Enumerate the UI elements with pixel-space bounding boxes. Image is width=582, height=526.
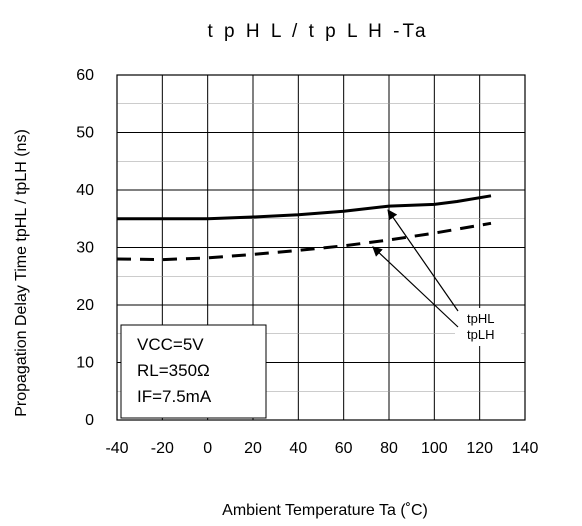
- x-tick-label: 100: [421, 440, 448, 457]
- y-axis-label: Propagation Delay Time tpHL / tpLH (ns): [13, 129, 30, 417]
- legend-label-tpHL: tpHL: [467, 311, 494, 326]
- x-tick-label: 140: [512, 440, 539, 457]
- conditions-box: [120, 324, 267, 419]
- condition-text: RL=350Ω: [137, 361, 210, 380]
- x-tick-label: 0: [203, 440, 212, 457]
- x-tick-label: 120: [466, 440, 493, 457]
- y-tick-label: 30: [76, 240, 94, 257]
- series-lines: [116, 194, 492, 262]
- series-line-tpLH: [116, 221, 492, 262]
- x-tick-label: -40: [105, 440, 128, 457]
- x-axis-label: Ambient Temperature Ta (˚C): [222, 502, 428, 519]
- x-tick-label: -20: [151, 440, 174, 457]
- x-tick-label: 40: [289, 440, 307, 457]
- arrow-tpHL: [387, 209, 459, 312]
- condition-text: VCC=5V: [137, 335, 204, 354]
- legend-box: [455, 308, 521, 346]
- x-tick-label: 80: [380, 440, 398, 457]
- x-tick-label: 20: [244, 440, 262, 457]
- y-tick-label: 10: [76, 355, 94, 372]
- y-tick-label: 50: [76, 125, 94, 142]
- y-tick-label: 20: [76, 297, 94, 314]
- chart-title: t p H L / t p L H -Ta: [207, 21, 428, 42]
- y-tick-label: 40: [76, 182, 94, 199]
- series-line-tpHL: [117, 194, 492, 221]
- x-tick-label: 60: [335, 440, 353, 457]
- y-tick-labels: 0 10 20 30 40 50 60: [76, 67, 94, 429]
- legend-label-tpLH: tpLH: [467, 327, 494, 342]
- condition-text: IF=7.5mA: [137, 387, 212, 406]
- y-tick-label: 0: [85, 412, 94, 429]
- arrow-tpLH: [372, 246, 459, 328]
- plot-frame: [116, 74, 526, 421]
- y-tick-label: 60: [76, 67, 94, 84]
- x-tick-labels: -40 -20 0 20 40 60 80 100 120 140: [105, 440, 538, 457]
